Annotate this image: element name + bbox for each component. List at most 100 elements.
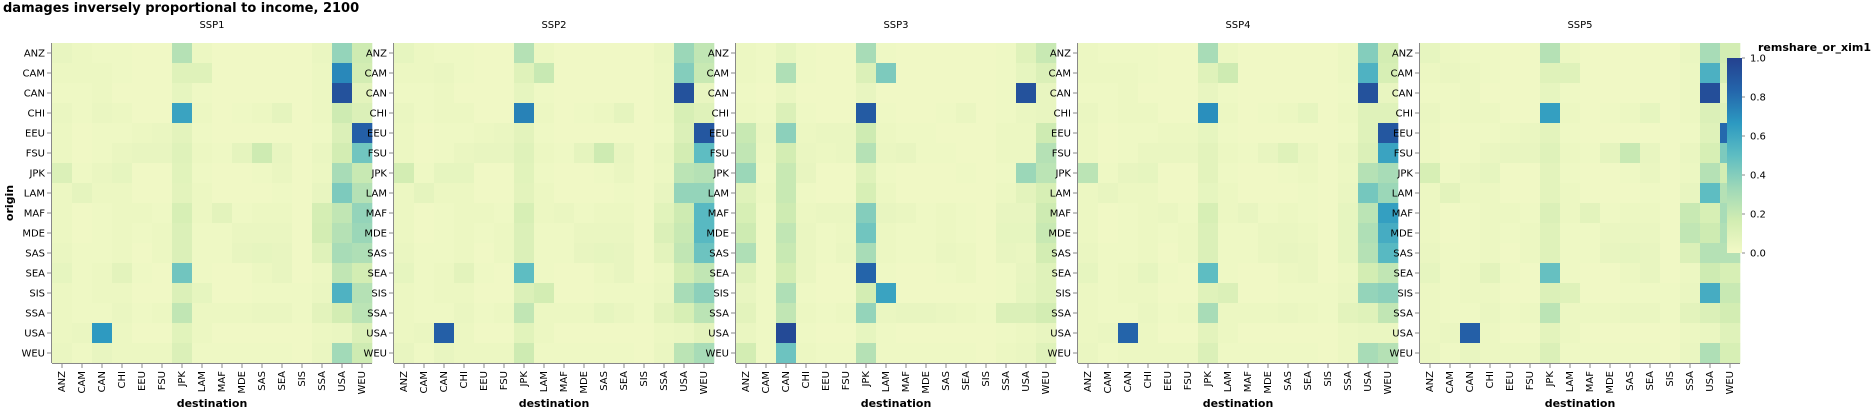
heatmap-cell bbox=[1278, 303, 1299, 324]
y-tick-label: SEA bbox=[367, 269, 387, 280]
heatmap-cell bbox=[312, 83, 333, 104]
heatmap-cell bbox=[1720, 303, 1741, 324]
heatmap-cell bbox=[634, 143, 655, 164]
heatmap-cell bbox=[1118, 243, 1139, 264]
heatmap-cell bbox=[1318, 163, 1339, 184]
heatmap-cell bbox=[756, 303, 777, 324]
heatmap-cell bbox=[434, 323, 455, 344]
heatmap-cell bbox=[1460, 83, 1481, 104]
x-tick-label: CHI bbox=[1143, 371, 1154, 388]
heatmap-cell bbox=[292, 43, 313, 64]
heatmap-cell bbox=[292, 223, 313, 244]
heatmap-cell bbox=[312, 143, 333, 164]
heatmap-cell bbox=[1420, 203, 1441, 224]
heatmap-cell bbox=[72, 323, 93, 344]
heatmap-cell bbox=[694, 63, 715, 84]
heatmap-cell bbox=[996, 43, 1017, 64]
heatmap-cell bbox=[936, 283, 957, 304]
x-tick-label: ANZ bbox=[741, 371, 752, 392]
heatmap-cell bbox=[796, 83, 817, 104]
heatmap-cell bbox=[1480, 163, 1501, 184]
y-tick-label: SSA bbox=[25, 309, 45, 320]
heatmap-cell bbox=[1540, 183, 1561, 204]
heatmap-cell bbox=[1098, 343, 1119, 364]
heatmap-cell bbox=[1078, 343, 1099, 364]
heatmap-cell bbox=[896, 63, 917, 84]
heatmap-cell bbox=[1480, 43, 1501, 64]
heatmap-cell bbox=[1298, 83, 1319, 104]
heatmap-cell bbox=[474, 223, 495, 244]
heatmap-cell bbox=[1600, 303, 1621, 324]
heatmap-cell bbox=[1098, 143, 1119, 164]
heatmap-cell bbox=[1680, 183, 1701, 204]
heatmap-cell bbox=[916, 263, 937, 284]
heatmap-cell bbox=[252, 63, 273, 84]
heatmap-cell bbox=[92, 263, 113, 284]
heatmap-cell bbox=[836, 163, 857, 184]
heatmap-cell bbox=[1640, 323, 1661, 344]
heatmap-cell bbox=[594, 343, 615, 364]
heatmap-cell bbox=[1640, 283, 1661, 304]
heatmap-cell bbox=[152, 103, 173, 124]
heatmap-cell bbox=[192, 183, 213, 204]
heatmap-cell bbox=[1338, 323, 1359, 344]
heatmap-cell bbox=[252, 343, 273, 364]
heatmap-cell bbox=[1440, 263, 1461, 284]
heatmap-cell bbox=[1540, 123, 1561, 144]
heatmap-cell bbox=[514, 83, 535, 104]
heatmap-cell bbox=[1138, 203, 1159, 224]
heatmap-cell bbox=[1318, 183, 1339, 204]
heatmap-cell bbox=[312, 323, 333, 344]
heatmap-cell bbox=[674, 323, 695, 344]
heatmap-cell bbox=[936, 103, 957, 124]
heatmap-cell bbox=[916, 143, 937, 164]
heatmap-cell bbox=[92, 183, 113, 204]
heatmap-cell bbox=[192, 323, 213, 344]
heatmap-cell bbox=[574, 163, 595, 184]
heatmap-cell bbox=[1520, 223, 1541, 244]
heatmap-cell bbox=[1238, 143, 1259, 164]
heatmap-cell bbox=[1138, 303, 1159, 324]
heatmap-cell bbox=[1680, 283, 1701, 304]
heatmap-cell bbox=[172, 143, 193, 164]
heatmap-cell bbox=[1660, 323, 1681, 344]
heatmap-cell bbox=[554, 183, 575, 204]
heatmap-cell bbox=[634, 183, 655, 204]
heatmap-cell bbox=[1358, 263, 1379, 284]
heatmap-cell bbox=[1358, 183, 1379, 204]
heatmap-cell bbox=[1078, 103, 1099, 124]
heatmap-cell bbox=[112, 63, 133, 84]
heatmap-cell bbox=[1118, 303, 1139, 324]
heatmap-cell bbox=[474, 283, 495, 304]
heatmap-cell bbox=[1700, 283, 1721, 304]
heatmap-cell bbox=[172, 223, 193, 244]
heatmap-cell bbox=[1700, 263, 1721, 284]
heatmap-cell bbox=[434, 303, 455, 324]
heatmap-cell bbox=[1078, 143, 1099, 164]
heatmap-cell bbox=[494, 183, 515, 204]
heatmap-cell bbox=[1440, 63, 1461, 84]
heatmap-cell bbox=[1118, 123, 1139, 144]
x-tick-label: CAN bbox=[1465, 371, 1476, 392]
heatmap-cell bbox=[312, 63, 333, 84]
heatmap-cell bbox=[1016, 343, 1037, 364]
heatmap-cell bbox=[1338, 123, 1359, 144]
heatmap-cell bbox=[394, 263, 415, 284]
heatmap-cell bbox=[876, 223, 897, 244]
heatmap-cell bbox=[654, 243, 675, 264]
heatmap-cell bbox=[112, 163, 133, 184]
heatmap-cell bbox=[876, 283, 897, 304]
y-tick-label: JPK bbox=[1396, 169, 1413, 180]
heatmap-cell bbox=[736, 303, 757, 324]
heatmap-cell bbox=[1238, 303, 1259, 324]
heatmap-cell bbox=[172, 343, 193, 364]
heatmap-cell bbox=[1258, 163, 1279, 184]
heatmap-cell bbox=[534, 183, 555, 204]
heatmap-cell bbox=[312, 303, 333, 324]
x-tick-label: MAF bbox=[901, 371, 912, 392]
heatmap-cell bbox=[1138, 83, 1159, 104]
y-tick-label: CHI bbox=[1054, 109, 1071, 120]
heatmap-cell bbox=[292, 83, 313, 104]
x-tick-label: EEU bbox=[1505, 371, 1516, 391]
heatmap-cell bbox=[876, 203, 897, 224]
